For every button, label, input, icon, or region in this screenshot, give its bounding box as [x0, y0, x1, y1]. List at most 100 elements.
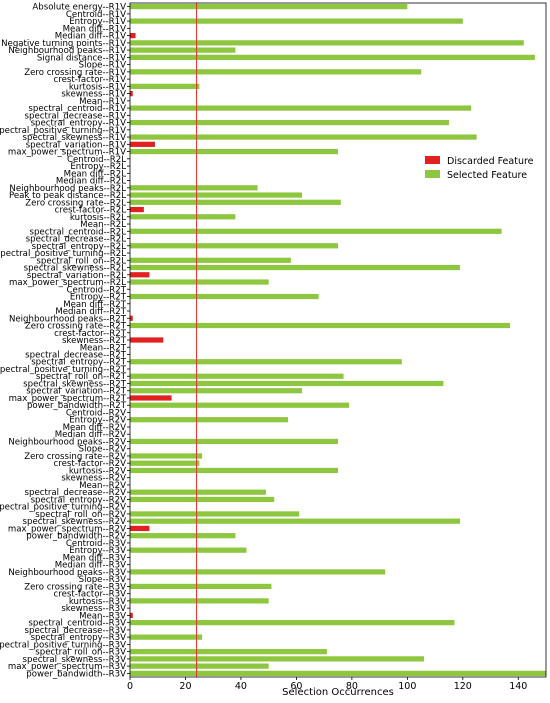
- y-tick-label: Mean--R3V: [79, 611, 126, 621]
- y-tick-label: spectral_positive_turning--R2V: [0, 503, 126, 513]
- bar: [130, 337, 164, 343]
- x-tick-label: 120: [454, 681, 472, 692]
- y-tick-label: spectral_centroid--R2L: [30, 227, 127, 237]
- y-tick-label: kurtosis--R1V: [69, 82, 126, 92]
- bar: [130, 373, 344, 379]
- y-tick-label: Median diff--R2V: [55, 430, 126, 440]
- y-tick-label: power_bandwidth--R2V: [26, 532, 126, 542]
- bar: [130, 438, 338, 445]
- bar: [130, 185, 258, 191]
- bar: [130, 33, 136, 39]
- y-tick-label: power_bandwidth--R3V: [26, 669, 126, 679]
- y-tick-label: Entropy--R2T: [70, 293, 127, 303]
- y-tick-label: spectral_roll_on--R2T: [36, 372, 127, 382]
- bar: [130, 322, 510, 329]
- y-tick-label: Neighbourhood peaks--R3V: [8, 568, 126, 578]
- y-tick-label: spectral_entropy--R2T: [31, 358, 127, 368]
- y-tick-label: Zero crossing rate--R1V: [24, 68, 126, 78]
- y-tick-label: Mean diff--R1V: [63, 24, 127, 34]
- y-tick-label: Zero crossing rate--R2L: [25, 198, 126, 208]
- x-tick-label: 100: [398, 681, 416, 692]
- bar: [130, 649, 327, 655]
- y-tick-label: crest-factor--R2L: [55, 206, 127, 216]
- y-tick-label: skewness--R2V: [61, 474, 126, 484]
- bar: [130, 4, 408, 10]
- bar: [130, 257, 291, 263]
- y-tick-label: max_power_spectrum--R3V: [8, 662, 126, 672]
- y-tick-label: Median diff--R2T: [55, 307, 126, 317]
- y-tick-label: max_power_spectrum--R2L: [9, 278, 126, 288]
- bar: [130, 598, 269, 604]
- y-tick-label: max_power_spectrum--R2T: [9, 394, 127, 404]
- y-tick-label: Centroid--R2L: [67, 155, 126, 165]
- x-tick-label: 20: [179, 681, 191, 692]
- bar: [130, 47, 236, 53]
- bar: [130, 518, 461, 524]
- y-tick-label: spectral_entropy--R3V: [31, 633, 127, 643]
- bar: [130, 453, 203, 459]
- y-tick-label: Mean diff--R2T: [63, 300, 127, 310]
- bar: [130, 192, 302, 198]
- y-tick-label: skewness--R1V: [61, 90, 126, 100]
- y-tick-label: spectral_decrease--R2T: [25, 350, 127, 360]
- bar: [130, 670, 546, 676]
- bar: [130, 547, 247, 553]
- bar: [130, 206, 144, 213]
- bar: [130, 18, 463, 24]
- y-tick-label: spectral_decrease--R3V: [25, 626, 127, 636]
- bar: [130, 359, 402, 365]
- bar: [130, 395, 172, 401]
- y-tick-label: kurtosis--R3V: [69, 597, 126, 607]
- y-tick-label: spectral_positive_turning--R2L: [0, 249, 126, 259]
- y-tick-label: Mean diff--R3V: [63, 553, 127, 563]
- y-tick-label: spectral_variation--R2L: [27, 271, 126, 281]
- y-tick-label: Neighbourhood peaks--R2T: [9, 314, 127, 324]
- y-tick-label: spectral_skewness--R2T: [23, 379, 127, 389]
- y-tick-label: Slope--R2V: [79, 445, 126, 455]
- y-tick-label: crest-factor--R2V: [54, 459, 127, 469]
- y-tick-label: Entropy--R2L: [70, 162, 126, 172]
- bar: [130, 90, 133, 97]
- y-tick-label: Mean--R1V: [79, 97, 126, 107]
- bar: [130, 417, 289, 423]
- x-tick-label: 40: [235, 681, 247, 692]
- y-tick-label: spectral_positive_turning--R3V: [0, 640, 126, 650]
- y-tick-label: skewness--R3V: [61, 604, 126, 614]
- bar: [130, 293, 319, 300]
- bar: [130, 40, 524, 46]
- bar: [130, 612, 133, 619]
- bar: [130, 228, 502, 234]
- y-tick-label: Mean diff--R2V: [63, 423, 127, 433]
- y-tick-label: spectral_centroid--R3V: [28, 619, 126, 629]
- y-tick-label: spectral_variation--R2T: [26, 387, 126, 397]
- y-tick-label: spectral_skewness--R3V: [23, 655, 127, 665]
- y-tick-label: Centroid--R2V: [66, 408, 126, 418]
- bar: [130, 148, 338, 155]
- bar: [130, 496, 275, 503]
- bar: [130, 525, 150, 532]
- bar: [130, 620, 455, 626]
- y-tick-label: Neighbourhood peaks--R2V: [8, 437, 126, 447]
- bar: [130, 388, 302, 394]
- y-tick-label: spectral_decrease--R1V: [25, 111, 127, 121]
- y-tick-label: crest-factor--R1V: [54, 75, 127, 85]
- bar: [130, 489, 266, 495]
- bar: [130, 380, 444, 387]
- y-tick-label: Median diff--R3V: [55, 561, 126, 571]
- y-tick-label: Slope--R3V: [79, 575, 126, 585]
- bar: [130, 243, 338, 249]
- y-tick-label: crest-factor--R2T: [54, 329, 127, 339]
- y-tick-label: Entropy--R2V: [69, 416, 126, 426]
- y-tick-label: Slope--R1V: [79, 61, 126, 71]
- y-tick-label: spectral_decrease--R2L: [26, 235, 127, 245]
- y-tick-label: spectral_roll_on--R2L: [36, 256, 126, 266]
- bar: [130, 54, 535, 60]
- bar: [130, 264, 461, 271]
- y-tick-label: Entropy--R1V: [69, 17, 126, 27]
- y-tick-label: crest-factor--R3V: [54, 590, 127, 600]
- bar: [130, 533, 236, 539]
- y-tick-label: Median diff--R1V: [55, 32, 126, 42]
- x-tick-label: 80: [346, 681, 358, 692]
- y-tick-label: spectral_skewness--R2L: [24, 264, 127, 274]
